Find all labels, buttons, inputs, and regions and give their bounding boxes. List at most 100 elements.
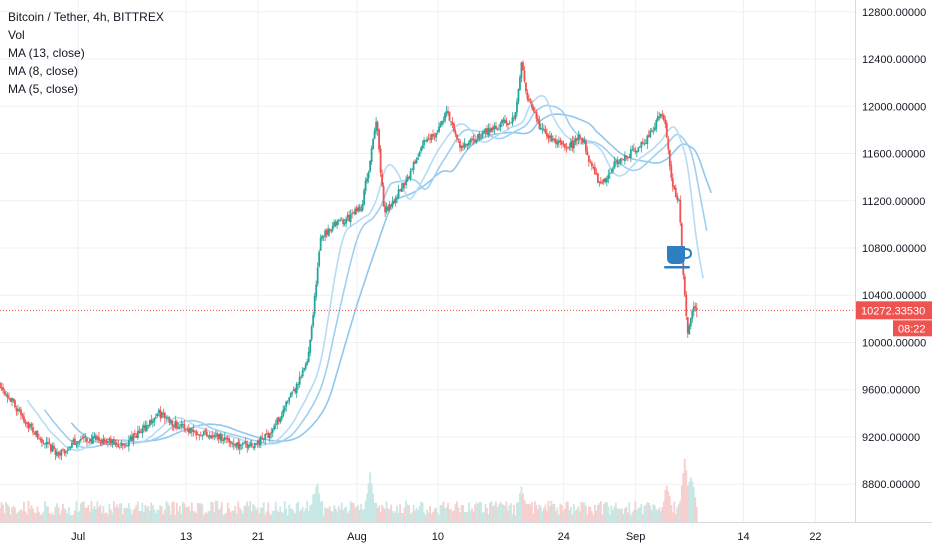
volume-bar [358,510,361,522]
candle-body [5,394,7,396]
volume-bar [369,472,372,522]
candle-body [484,128,487,132]
candle-body [94,435,97,441]
candle-body [634,149,637,152]
legend-vol[interactable]: Vol [8,28,25,42]
volume-bar [241,513,244,522]
candle-body [547,135,550,139]
volume-bar [592,515,595,522]
candle-body [84,436,87,438]
candle-body [406,176,409,182]
candle-body [561,141,563,145]
volume-bar [339,509,342,522]
volume-bar [411,512,413,522]
legend-ma-13[interactable]: MA (13, close) [8,46,85,60]
volume-bar [417,510,419,522]
volume-bar [295,503,298,522]
candle-body [288,397,291,402]
volume-bar [18,510,21,522]
candle-body [673,185,676,190]
legend-ma-5[interactable]: MA (5, close) [8,82,79,96]
volume-bar [177,511,180,522]
candle-body [656,116,659,121]
volume-bar [450,508,452,522]
volume-bar [477,504,479,522]
chart-title[interactable]: Bitcoin / Tether, 4h, BITTREX [8,10,164,24]
volume-bar [462,504,464,522]
candle-body [41,439,43,443]
volume-bar [331,512,334,522]
candle-body [692,306,695,312]
volume-bar [571,514,574,522]
candle-body [391,201,394,207]
candle-body [529,101,532,103]
candle-body [145,425,148,431]
candle-body [30,423,33,426]
legend-ma-8[interactable]: MA (8, close) [8,64,79,78]
last-price-badge [856,301,932,320]
volume-bar [622,513,625,522]
volume-bar [632,510,635,522]
volume-bar [561,505,563,522]
candle-body [169,420,172,424]
volume-bar [321,500,324,522]
volume-bar [283,501,286,522]
candle-body [33,433,36,435]
volume-bar [360,503,363,522]
volume-bar [201,504,204,522]
candle-body [310,326,313,340]
volume-bar [442,501,445,522]
volume-bar [50,514,52,522]
candle-body [48,442,51,444]
volume-bar [523,499,526,522]
volume-bar [460,504,463,522]
volume-bar [628,502,631,522]
volume-bar [276,510,279,522]
candle-body [39,438,42,441]
candle-body [519,77,521,91]
volume-bar [315,486,318,522]
volume-bar [223,513,226,522]
volume-bar [510,502,512,522]
volume-bar [540,506,542,522]
candle-body [132,434,135,441]
volume-bar [650,510,653,522]
candle-body [168,417,171,423]
candle-body [313,296,316,315]
volume-bar [424,514,427,522]
candle-body [411,169,413,170]
candle-body [354,208,357,215]
volume-bar [36,506,39,522]
candle-body [172,426,175,428]
volume-bar [577,506,580,522]
volume-bar [367,483,370,522]
volume-bar [5,501,7,522]
candle-body [405,180,407,185]
volume-bar [163,509,166,522]
volume-bar [453,510,455,522]
candle-body [156,413,159,417]
volume-bar [253,505,256,522]
volume-bar [130,514,133,522]
candle-body [223,437,226,440]
candle-body [186,429,189,431]
candle-body [77,441,79,444]
volume-bar [59,514,61,522]
volume-bar [117,507,120,522]
candle-body [163,413,166,419]
cup-saucer [664,266,690,269]
candle-body [652,131,655,133]
x-tick-label: 10 [432,531,444,543]
volume-bar [150,502,153,522]
candle-body [36,430,39,438]
volume-bar [250,511,253,522]
volume-bar [297,501,300,522]
volume-bar [676,507,679,522]
candle-body [327,228,330,236]
volume-bar [532,513,535,522]
volume-bar [292,510,295,522]
candle-body [207,435,210,437]
candle-body [184,429,187,430]
volume-bar [325,508,328,522]
